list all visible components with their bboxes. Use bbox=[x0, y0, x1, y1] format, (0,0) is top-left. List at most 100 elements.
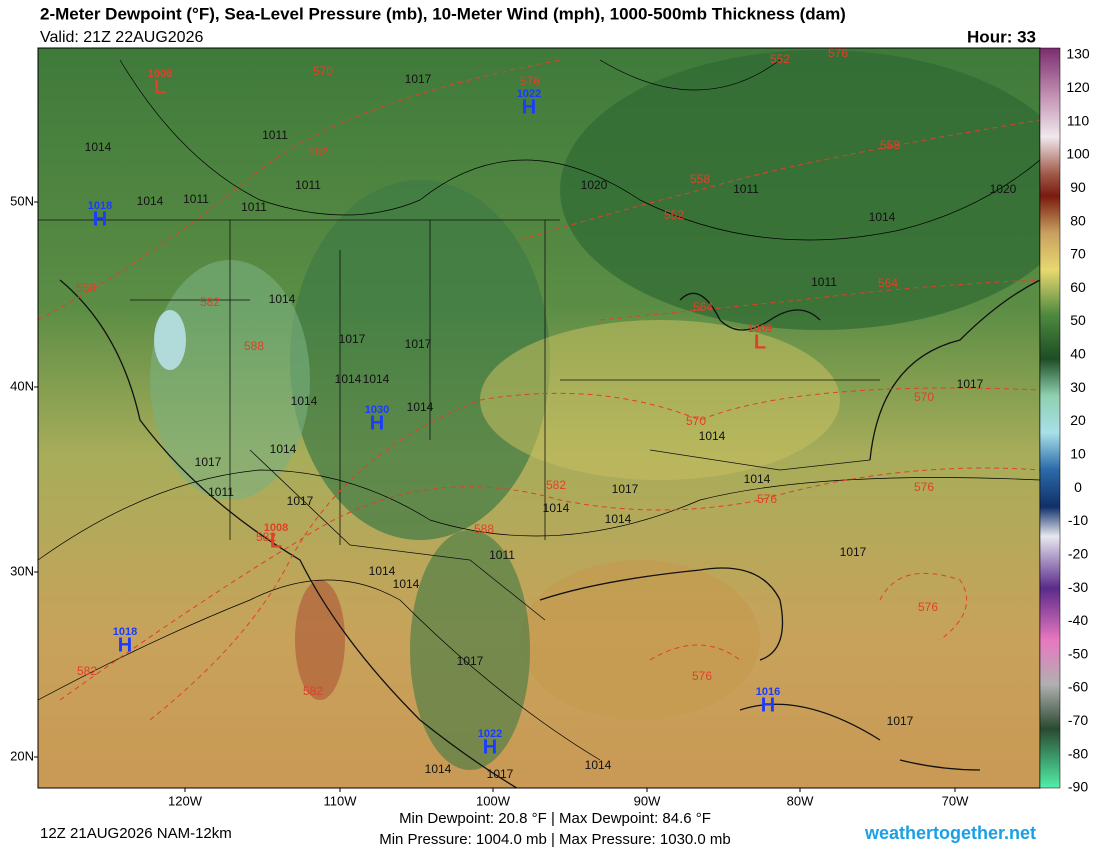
labels: 1301201101009080706050403020100-10-20-30… bbox=[10, 46, 1090, 809]
colorbar-label: -60 bbox=[1068, 679, 1088, 695]
colorbar-label: 20 bbox=[1070, 412, 1086, 428]
dewpoint-range: Min Dewpoint: 20.8 °F | Max Dewpoint: 84… bbox=[399, 810, 711, 827]
thickness-label: 582 bbox=[308, 145, 328, 159]
title: 2-Meter Dewpoint (°F), Sea-Level Pressur… bbox=[40, 4, 846, 23]
lon-label: 100W bbox=[476, 793, 511, 808]
center-symbol: H bbox=[522, 96, 536, 118]
thickness-label: 576 bbox=[918, 600, 938, 614]
colorbar-label: 50 bbox=[1070, 312, 1086, 328]
dry-region bbox=[154, 310, 186, 370]
isobar-label: 1014 bbox=[269, 292, 296, 306]
thickness-label: 570 bbox=[313, 64, 333, 78]
isobar-label: 1014 bbox=[291, 394, 318, 408]
colorbar-label: 110 bbox=[1067, 112, 1090, 128]
colorbar-label: 90 bbox=[1070, 179, 1086, 195]
colorbar-label: 80 bbox=[1070, 212, 1086, 228]
colorbar-label: 30 bbox=[1070, 379, 1086, 395]
center-symbol: H bbox=[93, 208, 107, 230]
isobar-label: 1014 bbox=[744, 472, 771, 486]
center-value: 1008 bbox=[264, 522, 288, 534]
isobar-label: 1017 bbox=[405, 337, 432, 351]
thickness-label: 588 bbox=[244, 339, 264, 353]
isobar-label: 1020 bbox=[990, 182, 1017, 196]
lat-label: 30N bbox=[10, 563, 34, 578]
center-value: 1030 bbox=[365, 404, 389, 416]
thickness-label: 582 bbox=[256, 530, 276, 544]
isobar-label: 1011 bbox=[208, 485, 234, 499]
colorbar-label: 100 bbox=[1066, 146, 1090, 162]
thickness-label: 564 bbox=[693, 300, 713, 314]
lon-label: 80W bbox=[787, 793, 814, 808]
isobars bbox=[38, 59, 1040, 761]
isobar-label: 1014 bbox=[335, 372, 362, 386]
center-value: 1006 bbox=[148, 68, 172, 80]
colorbar-label: -90 bbox=[1068, 779, 1088, 795]
colorbar-label: 70 bbox=[1070, 246, 1086, 262]
colorbar-label: -70 bbox=[1068, 712, 1088, 728]
center-value: 1022 bbox=[517, 88, 541, 100]
lon-label: 120W bbox=[168, 793, 203, 808]
isobar-label: 1014 bbox=[137, 194, 164, 208]
thickness-label: 576 bbox=[757, 492, 777, 506]
lat-label: 50N bbox=[10, 193, 34, 208]
gulf bbox=[520, 560, 760, 720]
isobar-label: 1011 bbox=[811, 275, 837, 289]
isobar-label: 1017 bbox=[957, 377, 984, 391]
mexico-highlands bbox=[410, 530, 530, 770]
isobar-label: 1011 bbox=[489, 548, 515, 562]
thickness-label: 552 bbox=[664, 208, 684, 222]
center-value: 1016 bbox=[756, 686, 780, 698]
forecast-hour: Hour: 33 bbox=[967, 27, 1036, 46]
thickness-label: 558 bbox=[76, 281, 96, 295]
isobar-label: 1017 bbox=[457, 654, 484, 668]
isobar-label: 1011 bbox=[241, 200, 267, 214]
thickness-label: 582 bbox=[77, 664, 97, 678]
isobar-label: 1014 bbox=[393, 577, 420, 591]
center-symbol: H bbox=[483, 736, 497, 758]
thickness-label: 558 bbox=[880, 138, 900, 152]
center-value: 1022 bbox=[478, 728, 502, 740]
isobar-label: 1014 bbox=[869, 210, 896, 224]
map bbox=[38, 48, 1040, 788]
isobar-label: 1017 bbox=[405, 72, 432, 86]
center-symbol: L bbox=[754, 331, 766, 353]
thickness-lines bbox=[38, 59, 1040, 721]
isobar-label: 1017 bbox=[195, 455, 222, 469]
isobar-label: 1011 bbox=[262, 128, 288, 142]
thickness-label: 582 bbox=[303, 684, 323, 698]
isobar-label: 1017 bbox=[887, 714, 914, 728]
colorbar-label: -80 bbox=[1068, 745, 1088, 761]
isobar-label: 1014 bbox=[363, 372, 390, 386]
isobar-label: 1011 bbox=[183, 192, 209, 206]
lat-label: 40N bbox=[10, 378, 34, 393]
lat-label: 20N bbox=[10, 748, 34, 763]
humid-region bbox=[290, 180, 550, 540]
colorbar-label: -50 bbox=[1068, 645, 1088, 661]
humid-region bbox=[560, 50, 1040, 330]
valid-time: Valid: 21Z 22AUG2026 bbox=[40, 29, 203, 46]
lon-label: 110W bbox=[324, 793, 358, 808]
site-name[interactable]: weathertogether.net bbox=[864, 823, 1036, 843]
thickness-label: 576 bbox=[692, 669, 712, 683]
colorbar-label: 60 bbox=[1070, 279, 1086, 295]
colorbar-label: -40 bbox=[1068, 612, 1088, 628]
colorbar-label: 10 bbox=[1070, 446, 1086, 462]
isobar-label: 1014 bbox=[605, 512, 632, 526]
thickness-label: 570 bbox=[686, 414, 706, 428]
gulf-of-california bbox=[295, 580, 345, 700]
thickness-label: 552 bbox=[770, 52, 790, 66]
isobar-label: 1014 bbox=[585, 758, 612, 772]
colorbar-label: -20 bbox=[1068, 545, 1088, 561]
center-value: 1009 bbox=[748, 323, 772, 335]
thickness-label: 588 bbox=[474, 522, 494, 536]
isobar-label: 1014 bbox=[369, 564, 396, 578]
isobar-label: 1014 bbox=[543, 501, 570, 515]
thickness-label: 570 bbox=[914, 390, 934, 404]
center-symbol: H bbox=[370, 412, 384, 434]
colorbar-label: 120 bbox=[1066, 79, 1090, 95]
isobar-label: 1017 bbox=[840, 545, 867, 559]
center-value: 1018 bbox=[113, 626, 137, 638]
center-symbol: L bbox=[154, 76, 166, 98]
isobar-label: 1014 bbox=[85, 140, 112, 154]
